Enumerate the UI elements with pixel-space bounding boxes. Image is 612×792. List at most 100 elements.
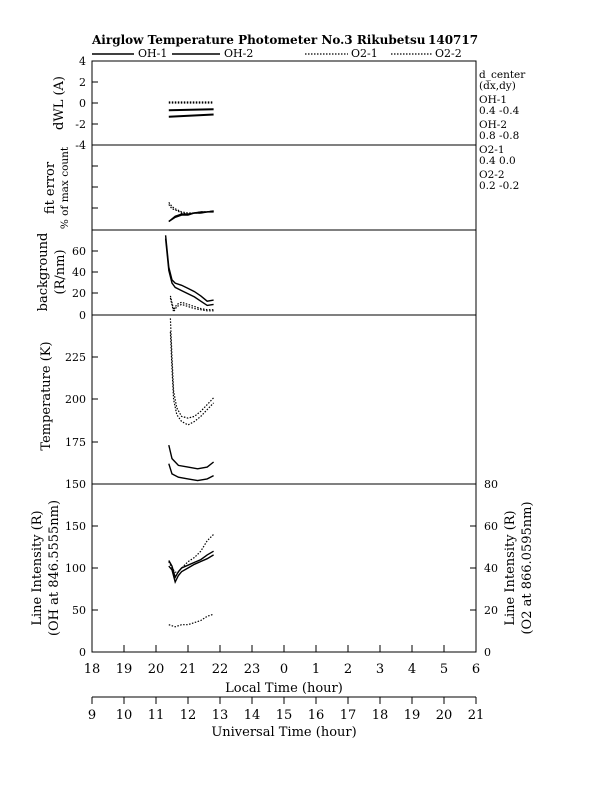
series-3-oh-2 — [168, 463, 214, 482]
annot-oh1-name: OH-1 — [479, 94, 507, 106]
series-2-oh-2 — [164, 238, 214, 307]
legend: OH-1 OH-2 O2-1 O2-2 — [92, 47, 462, 60]
local-tick-1: 19 — [116, 662, 133, 677]
local-tick-0: 18 — [84, 662, 101, 677]
intensity-ylabel: Line Intensity (R) — [30, 510, 45, 625]
annot-heading: d_center — [479, 69, 526, 81]
series-0-oh-1 — [168, 108, 214, 112]
temp-tick-150: 150 — [65, 478, 86, 491]
annot-o22-name: O2-2 — [479, 169, 505, 181]
temp-ticks: 225 200 175 150 — [65, 351, 86, 491]
legend-oh2: OH-2 — [224, 47, 253, 60]
series-3-o2-2 — [169, 331, 215, 426]
rint-tick-20: 20 — [484, 604, 498, 617]
local-tick-5: 23 — [244, 662, 261, 677]
bg-ticks: 60 40 20 0 — [72, 245, 86, 322]
chart-title: Airglow Temperature Photometer No.3 Riku… — [91, 33, 426, 47]
annot-oh1-value: 0.4 -0.4 — [479, 105, 520, 117]
ut-tick-4: 13 — [212, 708, 229, 723]
annot-subheading: (dx,dy) — [479, 80, 516, 92]
ut-tick-3: 12 — [180, 708, 197, 723]
dwl-tick-2: 2 — [79, 76, 86, 89]
annot-o21-name: O2-1 — [479, 144, 505, 156]
intensity-rylabel2: (O2 at 866.0595nm) — [520, 501, 535, 634]
int-tick-100: 100 — [65, 562, 86, 575]
annot-o21-value: 0.4 0.0 — [479, 155, 516, 167]
legend-o22: O2-2 — [435, 47, 462, 60]
intensity-ylabel2: (OH at 846.5555nm) — [47, 500, 62, 636]
intensity-rylabel: Line Intensity (R) — [503, 510, 518, 625]
bg-ylabel: background — [36, 233, 51, 312]
dwl-tick-4: 4 — [79, 55, 86, 68]
ut-tick-1: 10 — [116, 708, 133, 723]
local-tick-11: 5 — [440, 662, 448, 677]
legend-oh1: OH-1 — [138, 47, 167, 60]
dwl-tick-m2: -2 — [75, 118, 86, 131]
dwl-ylabel: dWL (A) — [52, 76, 67, 130]
series-4-o2-1 — [168, 533, 215, 573]
ut-tick-0: 9 — [88, 708, 96, 723]
universal-time-label: Universal Time (hour) — [211, 725, 356, 740]
series-3-o2-1 — [169, 318, 215, 419]
local-tick-9: 3 — [376, 662, 384, 677]
ut-tick-10: 19 — [404, 708, 421, 723]
series-layer — [164, 101, 215, 628]
series-3-oh-1 — [168, 444, 215, 470]
bg-ylabel2: (R/nm) — [53, 249, 68, 294]
temp-tick-200: 200 — [65, 393, 86, 406]
annot-o22-value: 0.2 -0.2 — [479, 180, 519, 192]
series-4-oh-1 — [168, 550, 214, 580]
series-4-o2-2 — [168, 613, 214, 628]
legend-o21: O2-1 — [351, 47, 378, 60]
temp-ylabel: Temperature (K) — [39, 341, 54, 450]
rint-tick-60: 60 — [484, 520, 498, 533]
int-tick-150: 150 — [65, 520, 86, 533]
rint-tick-80: 80 — [484, 478, 498, 491]
bg-tick-0: 0 — [79, 309, 86, 322]
ut-tick-12: 21 — [468, 708, 485, 723]
annot-oh2-value: 0.8 -0.8 — [479, 130, 519, 142]
ut-tick-8: 17 — [340, 708, 357, 723]
int-tick-0: 0 — [79, 646, 86, 659]
bg-tick-20: 20 — [72, 287, 86, 300]
local-tick-4: 22 — [212, 662, 229, 677]
series-1-o2-2 — [168, 204, 214, 215]
date-code: 140717 — [428, 33, 478, 47]
intensity-right-ticks: 80 60 40 20 0 — [484, 478, 498, 659]
center-annotations: d_center (dx,dy) OH-1 0.4 -0.4 OH-2 0.8 … — [479, 69, 526, 192]
temp-tick-225: 225 — [65, 351, 86, 364]
dwl-tick-m4: -4 — [75, 139, 86, 152]
series-2-o2-1 — [169, 295, 214, 312]
ut-tick-2: 11 — [148, 708, 165, 723]
annot-oh2-name: OH-2 — [479, 119, 507, 131]
plot-frame — [91, 60, 477, 653]
series-2-o2-2 — [169, 297, 214, 314]
series-4-oh-2 — [168, 554, 214, 584]
fit-ylabel: fit error — [43, 161, 58, 214]
ut-tick-9: 18 — [372, 708, 389, 723]
ut-tick-6: 15 — [276, 708, 293, 723]
local-tick-10: 4 — [408, 662, 416, 677]
ut-tick-7: 16 — [308, 708, 325, 723]
series-0-oh-2 — [168, 113, 214, 118]
local-tick-3: 21 — [180, 662, 197, 677]
bg-tick-40: 40 — [72, 266, 86, 279]
int-tick-50: 50 — [72, 604, 86, 617]
series-2-oh-1 — [164, 235, 214, 302]
local-tick-8: 2 — [344, 662, 352, 677]
dwl-ticks: 4 2 0 -2 -4 — [75, 55, 86, 152]
fit-ylabel2: % of max count — [59, 146, 71, 229]
bg-tick-60: 60 — [72, 245, 86, 258]
temp-tick-175: 175 — [65, 436, 86, 449]
ut-tick-11: 20 — [436, 708, 453, 723]
dwl-tick-0: 0 — [79, 97, 86, 110]
local-tick-2: 20 — [148, 662, 165, 677]
local-tick-6: 0 — [280, 662, 288, 677]
series-1-oh-2 — [168, 210, 214, 223]
rint-tick-40: 40 — [484, 562, 498, 575]
local-tick-12: 6 — [472, 662, 480, 677]
rint-tick-0: 0 — [484, 646, 491, 659]
intensity-ticks: 150 100 50 0 — [65, 520, 86, 659]
ticks-layer: 18 19 20 21 22 23 0 1 2 3 4 5 69 10 11 12 13 14 15 16 17 18 19… — [84, 60, 485, 723]
